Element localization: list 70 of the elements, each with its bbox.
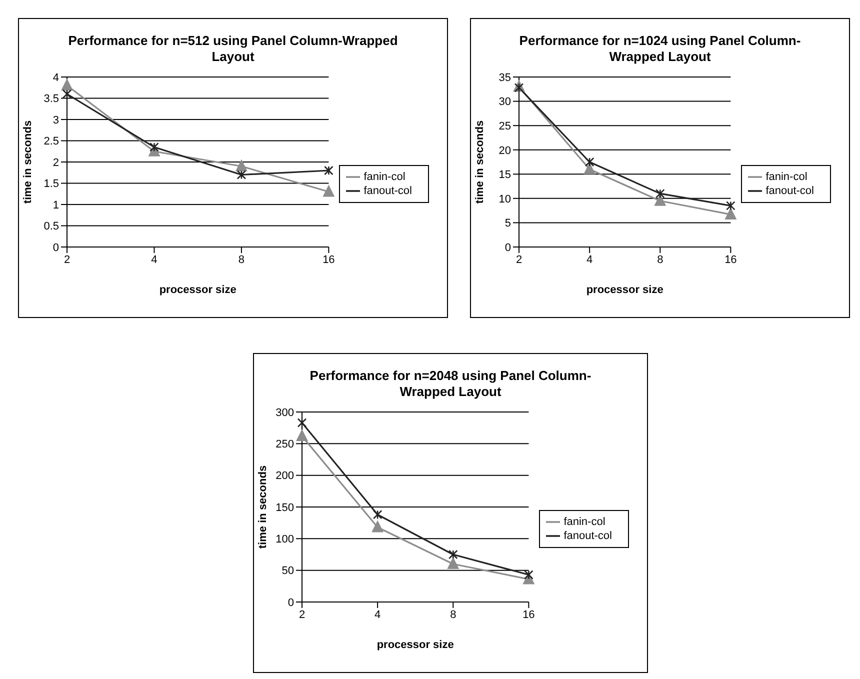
point <box>297 418 307 428</box>
point <box>236 170 246 180</box>
point <box>372 520 384 532</box>
x-axis-title: processor size <box>586 284 664 296</box>
chart-title: Performance for n=512 using Panel Column-Wrapped Layout <box>67 33 399 65</box>
y-tick-label: 0 <box>288 596 294 609</box>
point <box>584 162 596 174</box>
point <box>524 570 534 580</box>
y-axis-title: time in seconds <box>22 120 34 204</box>
point <box>372 510 382 520</box>
point <box>726 201 736 210</box>
point <box>150 142 159 152</box>
y-tick-label: 0 <box>52 242 59 254</box>
y-tick-label: 0 <box>504 242 511 254</box>
chart-title: Performance for n=1024 using Panel Column-Wrapped Layout <box>518 33 802 65</box>
point <box>448 550 458 560</box>
x-tick-label: 8 <box>450 608 456 621</box>
legend-label: fanout-col <box>766 184 814 197</box>
x-tick-label: 2 <box>298 608 306 621</box>
y-tick-label: 3.5 <box>44 93 59 106</box>
legend-label: fanin-col <box>364 170 406 183</box>
x-tick-label: 16 <box>522 608 535 621</box>
point <box>296 429 308 442</box>
x-tick-label: 8 <box>657 254 664 266</box>
point <box>447 557 460 569</box>
legend-label: fanout-col <box>564 530 612 542</box>
x-tick-label: 16 <box>322 254 335 266</box>
y-tick-label: 15 <box>498 169 511 182</box>
y-tick-label: 100 <box>276 534 294 546</box>
y-tick-label: 0.5 <box>44 220 59 233</box>
y-tick-label: 1 <box>52 199 59 212</box>
x-tick-label: 4 <box>586 254 593 266</box>
x-tick-label: 2 <box>64 254 70 266</box>
y-axis-title: time in seconds <box>474 120 486 204</box>
x-tick-label: 4 <box>374 608 381 621</box>
x-axis-title: processor size <box>159 284 236 296</box>
y-axis-title: time in seconds <box>256 465 269 549</box>
y-tick-label: 35 <box>498 72 511 84</box>
y-tick-label: 300 <box>276 406 294 419</box>
point <box>584 157 594 167</box>
point <box>655 188 665 198</box>
legend-label: fanout-col <box>364 184 412 197</box>
chart-title: Performance for n=2048 using Panel Column-Wrapped Layout <box>308 368 592 400</box>
point <box>235 159 248 172</box>
y-tick-label: 30 <box>498 96 511 108</box>
y-tick-label: 2.5 <box>44 136 59 148</box>
x-tick-label: 8 <box>238 254 245 266</box>
x-tick-label: 4 <box>151 254 158 266</box>
point <box>654 194 666 206</box>
y-tick-label: 1.5 <box>44 178 59 190</box>
point <box>324 166 334 176</box>
y-tick-label: 20 <box>498 144 511 157</box>
y-tick-label: 150 <box>276 502 294 514</box>
y-tick-label: 200 <box>276 470 294 482</box>
x-axis-title: processor size <box>376 639 454 651</box>
point <box>514 83 524 92</box>
point <box>724 207 737 220</box>
y-tick-label: 3 <box>52 114 59 126</box>
legend-label: fanin-col <box>766 170 808 183</box>
x-tick-label: 16 <box>724 254 737 266</box>
y-tick-label: 50 <box>282 565 294 578</box>
y-tick-label: 25 <box>498 120 511 132</box>
y-tick-label: 4 <box>52 72 59 84</box>
y-tick-label: 10 <box>498 193 511 206</box>
x-tick-label: 2 <box>516 254 522 266</box>
y-tick-label: 2 <box>52 156 59 169</box>
legend-label: fanin-col <box>564 516 606 528</box>
point <box>322 184 335 197</box>
y-tick-label: 250 <box>276 438 294 451</box>
y-tick-label: 5 <box>504 218 511 230</box>
